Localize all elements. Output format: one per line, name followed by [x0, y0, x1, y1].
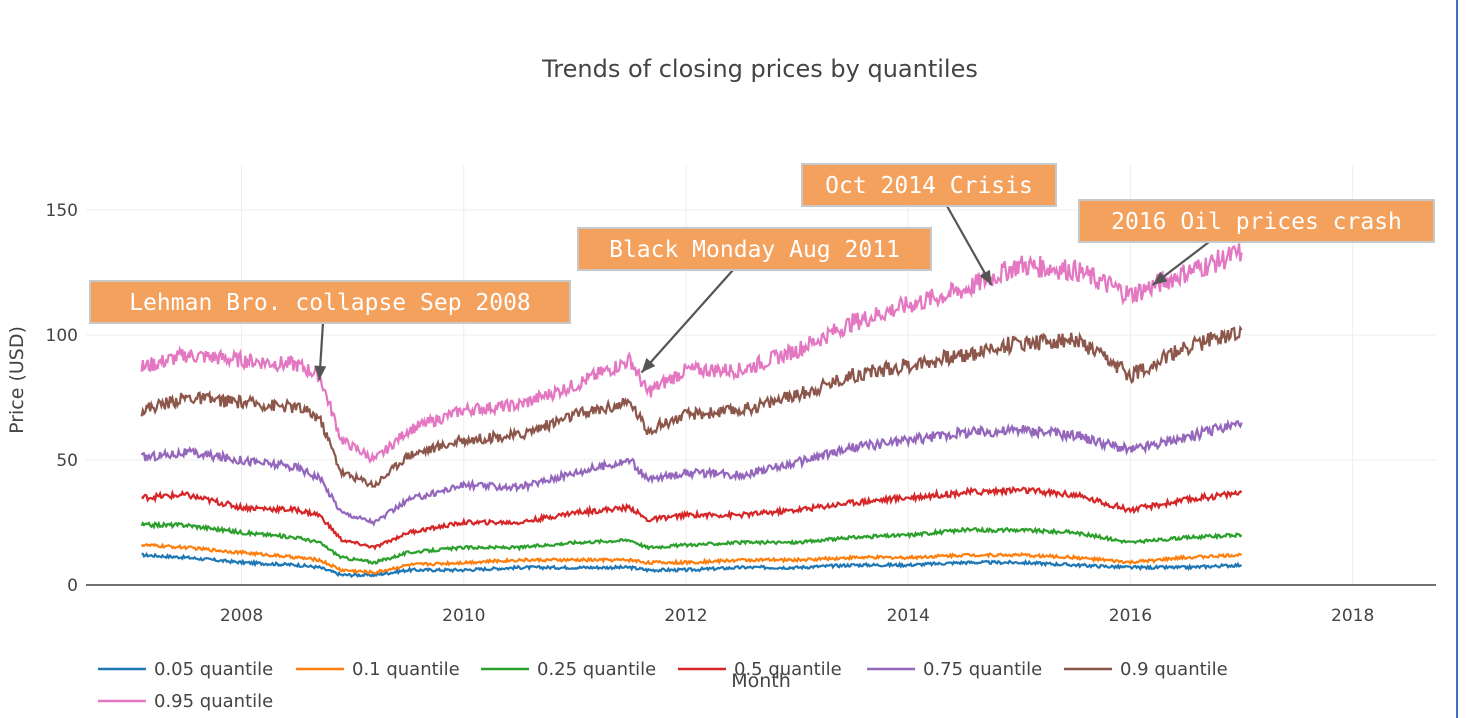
y-tick-labels: 0 50 100 150 [46, 201, 78, 596]
series-line-0-1-quantile [140, 542, 1243, 575]
series-line-0-95-quantile [140, 243, 1243, 464]
legend-label: 0.95 quantile [154, 691, 273, 712]
legend-item[interactable]: 0.25 quantile [481, 659, 656, 680]
y-axis-title: Price (USD) [6, 326, 28, 434]
annotation-arrow [640, 269, 734, 374]
legend-item[interactable]: 0.05 quantile [98, 659, 273, 680]
annotation-label: Black Monday Aug 2011 [609, 237, 900, 263]
annotation-box [1078, 199, 1435, 243]
legend-label: 0.05 quantile [154, 659, 273, 680]
annotation-label: Lehman Bro. collapse Sep 2008 [129, 290, 531, 316]
frame-border [1456, 0, 1458, 718]
annotation: Oct 2014 Crisis [801, 163, 1057, 286]
annotation-arrowhead [979, 269, 992, 285]
y-tick-label: 100 [46, 326, 78, 346]
annotation-arrow [946, 205, 993, 286]
legend-label: 0.25 quantile [537, 659, 656, 680]
legend-item[interactable]: 0.5 quantile [678, 659, 842, 680]
x-tick-labels: 2008 2010 2012 2014 2016 2018 [220, 606, 1374, 626]
annotation: 2016 Oil prices crash [1078, 199, 1435, 286]
legend-item[interactable]: 0.9 quantile [1064, 659, 1228, 680]
annotation-label: Oct 2014 Crisis [825, 173, 1033, 199]
legend-item[interactable]: 0.95 quantile [98, 691, 273, 712]
series-line-0-5-quantile [140, 485, 1243, 551]
y-tick-label: 0 [67, 576, 78, 596]
annotation-label: 2016 Oil prices crash [1111, 209, 1402, 235]
x-tick-label: 2016 [1109, 606, 1152, 626]
y-tick-label: 150 [46, 201, 78, 221]
legend-item[interactable]: 0.75 quantile [867, 659, 1042, 680]
annotation-box [89, 280, 571, 324]
annotation: Black Monday Aug 2011 [577, 227, 932, 374]
y-tick-label: 50 [56, 451, 78, 471]
series-lines [140, 243, 1243, 579]
legend-label: 0.5 quantile [734, 659, 842, 680]
annotations: Lehman Bro. collapse Sep 2008 Black Monda… [89, 163, 1435, 381]
x-tick-label: 2018 [1331, 606, 1374, 626]
chart-title: Trends of closing prices by quantiles [541, 55, 978, 83]
legend-label: 0.1 quantile [352, 659, 460, 680]
legend[interactable]: 0.05 quantile 0.1 quantile 0.25 quantile 0.… [98, 659, 1228, 712]
annotation-arrowhead [641, 358, 656, 373]
series-line-0-25-quantile [140, 520, 1243, 566]
annotation-arrowhead [1152, 271, 1168, 285]
annotation-box [801, 163, 1057, 207]
legend-label: 0.75 quantile [923, 659, 1042, 680]
annotation-arrowhead [314, 365, 327, 380]
legend-label: 0.9 quantile [1120, 659, 1228, 680]
x-tick-label: 2012 [664, 606, 707, 626]
series-line-0-05-quantile [141, 552, 1243, 579]
series-line-0-9-quantile [140, 324, 1243, 488]
x-tick-label: 2010 [442, 606, 485, 626]
annotation: Lehman Bro. collapse Sep 2008 [89, 280, 571, 381]
x-tick-label: 2014 [887, 606, 930, 626]
annotation-box [577, 227, 932, 271]
legend-item[interactable]: 0.1 quantile [296, 659, 460, 680]
x-axis-title: Month [731, 670, 791, 692]
series-line-0-75-quantile [140, 418, 1243, 527]
x-tick-label: 2008 [220, 606, 263, 626]
